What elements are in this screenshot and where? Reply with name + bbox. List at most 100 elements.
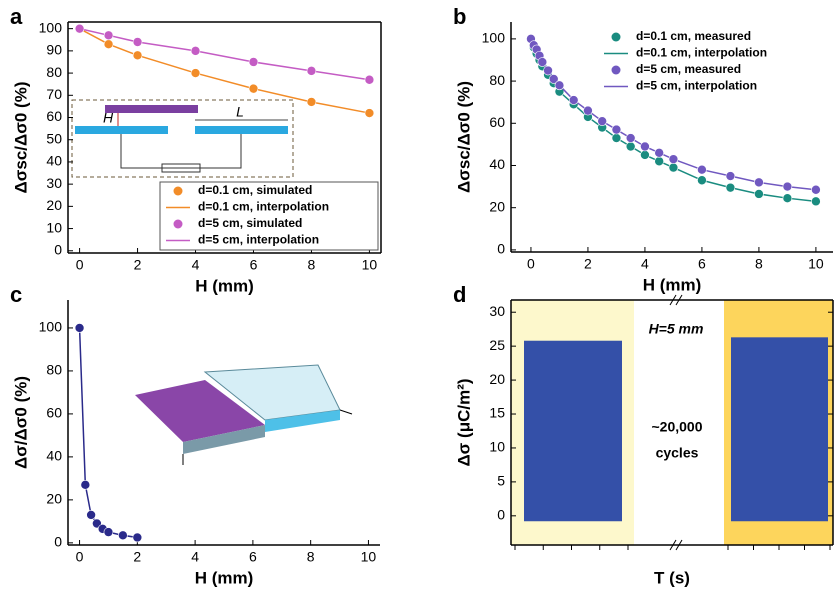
y-tick-label: 10 [489,439,505,455]
y-tick-label: 30 [46,175,62,191]
x-tick-label: 4 [641,256,649,272]
x-tick-label: 8 [307,549,315,565]
y-tick-label: 80 [46,64,62,80]
inset-label: H [103,110,114,126]
x-tick-label: 2 [133,549,141,565]
data-point [555,81,564,90]
panel-label: d [453,282,466,307]
x-tick-label: 6 [249,549,257,565]
data-point [640,142,649,151]
data-point [626,134,635,143]
y-tick-label: 40 [489,156,505,172]
data-point [754,178,763,187]
y-tick-label: 20 [46,197,62,213]
y-tick-label: 20 [489,198,505,214]
data-point [75,323,84,332]
data-point [75,24,84,33]
x-tick-label: 10 [362,257,378,273]
y-tick-label: 60 [46,405,62,421]
legend-label: d=5 cm, interpolation [198,233,319,247]
data-point [569,96,578,105]
y-axis-label: Δσ (μC/m²) [454,378,473,466]
y-tick-label: 100 [482,30,506,46]
data-point [754,189,763,198]
data-point [612,134,621,143]
data-point [640,150,649,159]
panel-label: c [10,282,22,307]
y-tick-label: 70 [46,86,62,102]
data-point [669,163,678,172]
data-point [249,57,258,66]
data-point [811,197,820,206]
data-point [655,157,664,166]
data-point [104,528,113,537]
inset-c [135,365,352,465]
x-tick-label: 8 [308,257,316,273]
data-point [811,185,820,194]
x-tick-label: 6 [698,256,706,272]
y-tick-label: 5 [497,473,505,489]
legend-label: d=0.1 cm, interpolation [636,46,767,60]
legend-label: d=5 cm, simulated [198,216,302,230]
wire [121,134,241,172]
y-tick-label: 25 [489,337,505,353]
y-tick-label: 90 [46,42,62,58]
y-tick-label: 0 [497,507,505,523]
y-tick-label: 20 [489,371,505,387]
x-tick-label: 10 [361,549,377,565]
series-line [80,29,370,80]
y-tick-label: 30 [489,303,505,319]
x-tick-label: 8 [755,256,763,272]
data-point [307,97,316,106]
x-axis-label: H (mm) [195,276,254,295]
inset-label: L [236,104,244,120]
y-tick-label: 40 [46,448,62,464]
panel-label: b [453,4,466,29]
data-point [669,155,678,164]
electrode [195,126,288,134]
x-tick-label: 6 [250,257,258,273]
x-tick-label: 0 [527,256,535,272]
data-point [365,75,374,84]
x-tick-label: 2 [584,256,592,272]
y-axis-label: Δσsc/Δσ0 (%) [11,82,30,194]
x-tick-label: 0 [76,257,84,273]
y-tick-label: 100 [39,19,63,35]
data-point [697,165,706,174]
legend-label: d=5 cm, measured [636,62,741,76]
data-point [598,117,607,126]
x-tick-label: 4 [191,549,199,565]
data-point [583,106,592,115]
x-tick-label: 0 [76,549,84,565]
data-point [626,142,635,151]
data-point [365,109,374,118]
signal-block [524,341,622,522]
y-tick-label: 60 [489,114,505,130]
panel-label: a [10,4,23,29]
x-axis-label: H (mm) [643,275,702,294]
x-tick-label: 2 [134,257,142,273]
signal-block [731,337,828,521]
data-point [191,69,200,78]
y-tick-label: 40 [46,153,62,169]
annotation: ~20,000 [652,419,703,435]
electrode [75,126,168,134]
x-axis-label: H (mm) [195,568,254,587]
legend-marker [174,187,183,196]
y-axis-label: Δσsc/Δσ0 (%) [454,81,473,193]
y-tick-label: 15 [489,405,505,421]
data-point [612,125,621,134]
data-point [249,84,258,93]
data-point [783,182,792,191]
lead [340,410,352,414]
annotation: H=5 mm [649,321,704,337]
y-tick-label: 60 [46,108,62,124]
figure: HLaΔσsc/Δσ0 (%)H (mm)0102030405060708090… [0,0,838,590]
data-point [783,194,792,203]
legend-label: d=0.1 cm, interpolation [198,200,329,214]
y-tick-label: 0 [497,241,505,257]
legend-label: d=0.1 cm, simulated [198,183,312,197]
data-point [133,533,142,542]
x-tick-label: 4 [192,257,200,273]
data-point [81,480,90,489]
